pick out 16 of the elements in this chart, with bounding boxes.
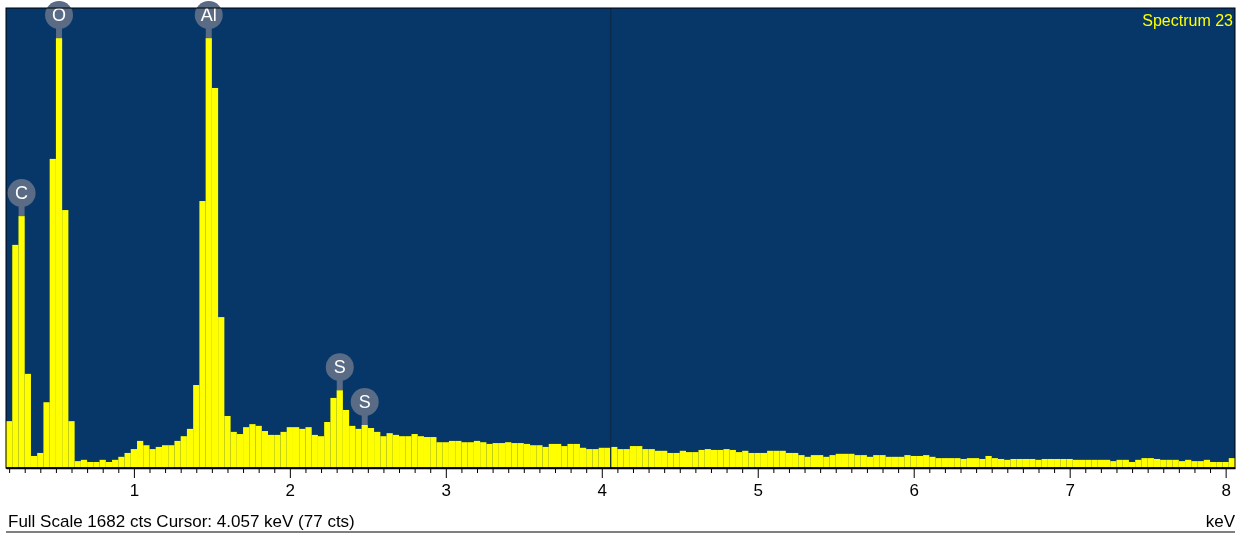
x-tick-label: 5 bbox=[753, 481, 763, 501]
text: Spectrum 23 bbox=[1142, 12, 1234, 29]
x-axis-title: keV bbox=[1205, 512, 1236, 531]
annotation: Al bbox=[200, 5, 217, 26]
x-tick-label: 4 bbox=[597, 481, 608, 501]
x-tick-label: 8 bbox=[1221, 481, 1231, 501]
x-tick-label: 7 bbox=[1065, 481, 1075, 501]
annotation: C bbox=[15, 183, 29, 204]
annotation: S bbox=[333, 357, 346, 378]
x-tick-label: 1 bbox=[129, 481, 140, 501]
x-tick-label: 3 bbox=[441, 481, 452, 501]
annotation: S bbox=[358, 392, 371, 413]
x-tick-label: 2 bbox=[285, 481, 296, 501]
annotation: O bbox=[52, 5, 67, 26]
x-tick-label: 6 bbox=[909, 481, 919, 501]
text: Full Scale 1682 cts Cursor: 4.057 keV (77 cts) bbox=[8, 512, 355, 531]
